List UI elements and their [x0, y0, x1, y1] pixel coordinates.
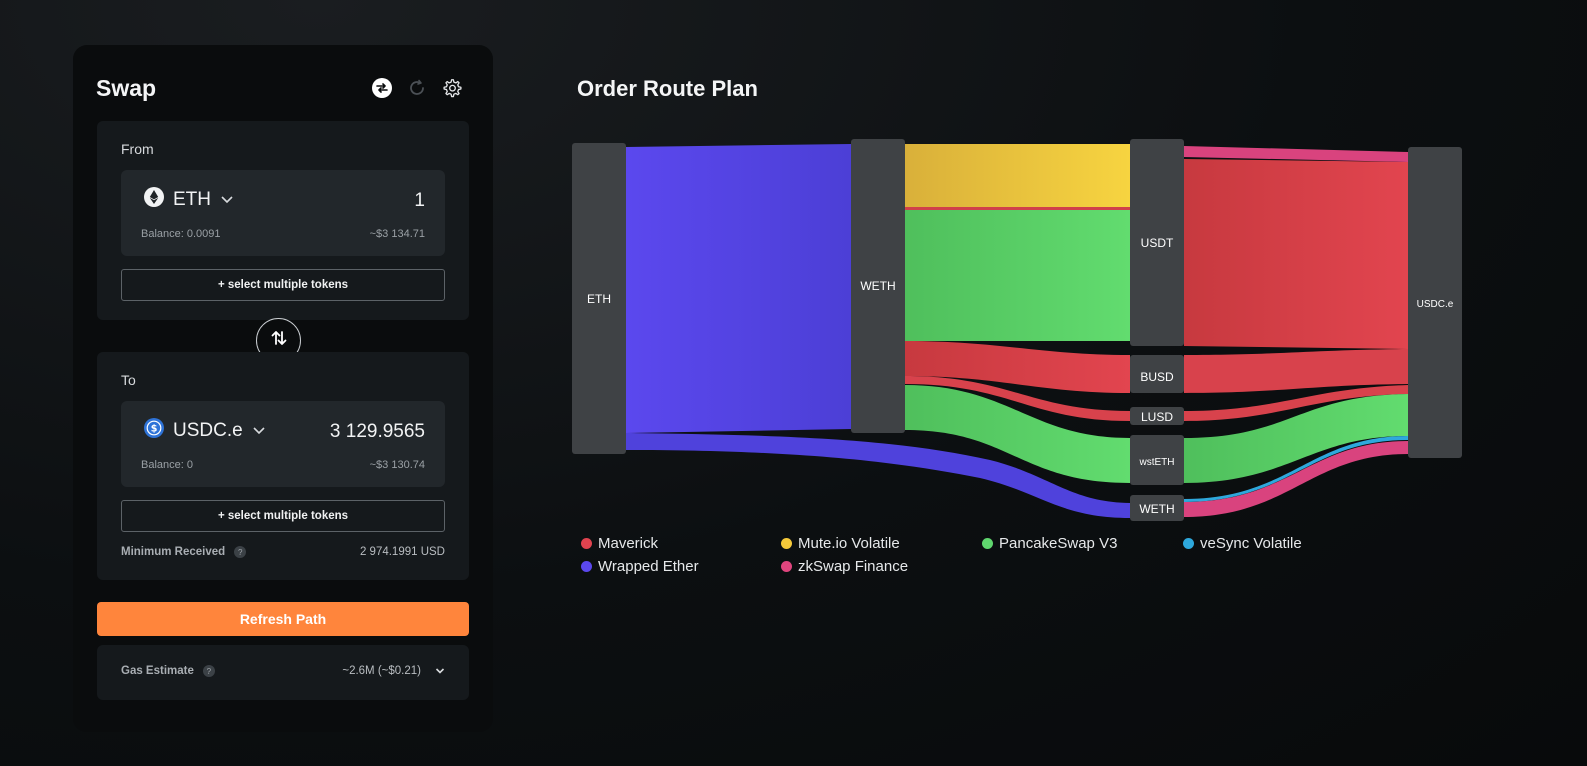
to-token-selector[interactable]: $ USDC.e [144, 418, 266, 443]
node-busd-label: BUSD [1140, 370, 1174, 384]
link-weth-usdt-maverick [905, 207, 1130, 210]
eth-token-icon [144, 187, 164, 212]
from-token-name: ETH [173, 188, 211, 210]
to-amount-value: 3 129.9565 [329, 421, 425, 442]
to-balance: Balance: 0 [141, 459, 193, 471]
gas-estimate-card[interactable]: Gas Estimate ? ~2.6M (~$0.21) [97, 645, 469, 700]
node-wsteth-label: wstETH [1139, 457, 1175, 468]
legend-dot [982, 538, 993, 549]
minimum-received-value: 2 974.1991 USD [359, 546, 445, 558]
link-weth-usdt-mute [905, 144, 1130, 207]
link-weth-wsteth [905, 385, 1130, 483]
node-weth [851, 139, 905, 433]
from-usd-value: ~$3 134.71 [369, 228, 425, 240]
node-usdt [1130, 139, 1184, 346]
node-usdce [1408, 147, 1462, 458]
from-select-multiple-button[interactable]: + select multiple tokens [121, 269, 445, 301]
swap-arrows-icon [269, 328, 289, 353]
node-lusd-label: LUSD [1141, 410, 1173, 424]
legend-label: Mute.io Volatile [798, 535, 900, 552]
from-token-box: ETH 1 Balance: 0.0091 ~$3 134.71 [121, 170, 445, 256]
node-busd [1130, 355, 1184, 393]
swap-panel: Swap From ETH 1 Balance: 0.0091 ~$3 134.… [73, 45, 493, 732]
refresh-icon[interactable] [406, 77, 428, 99]
node-weth-2 [1130, 495, 1184, 521]
route-sankey-diagram: ETH WETH USDT BUSD LUSD wstETH WETH USDC… [572, 139, 1462, 521]
node-eth [572, 143, 626, 454]
help-icon[interactable]: ? [234, 546, 247, 558]
from-balance: Balance: 0.0091 [141, 228, 221, 240]
chevron-down-icon [252, 422, 266, 440]
link-usdt-usdce-zkswap [1184, 146, 1408, 162]
legend-dot [581, 538, 592, 549]
to-card: To $ USDC.e 3 129.9565 Balance: 0 ~$3 13… [97, 352, 469, 580]
to-token-box: $ USDC.e 3 129.9565 Balance: 0 ~$3 130.7… [121, 401, 445, 487]
link-usdt-usdce [1184, 159, 1408, 349]
node-eth-label: ETH [587, 292, 611, 306]
node-weth-label: WETH [860, 279, 895, 293]
gear-icon[interactable] [441, 77, 463, 99]
link-lusd-usdce [1184, 385, 1408, 421]
legend-item: zkSwap Finance [781, 558, 908, 575]
to-select-multiple-button[interactable]: + select multiple tokens [121, 500, 445, 532]
legend-label: veSync Volatile [1200, 535, 1302, 552]
legend-item: Mute.io Volatile [781, 535, 900, 552]
refresh-path-button[interactable]: Refresh Path [97, 602, 469, 636]
from-card: From ETH 1 Balance: 0.0091 ~$3 134.71 + … [97, 121, 469, 320]
legend-item: Maverick [581, 535, 658, 552]
link-wsteth-usdce [1184, 394, 1408, 483]
legend-item: veSync Volatile [1183, 535, 1302, 552]
legend-dot [581, 561, 592, 572]
from-token-selector[interactable]: ETH [144, 187, 234, 212]
node-weth-2-label: WETH [1139, 502, 1174, 516]
from-label: From [121, 141, 154, 157]
link-eth-weth [626, 144, 851, 433]
chevron-down-icon[interactable] [435, 667, 445, 675]
swap-title: Swap [96, 75, 157, 101]
minimum-received-row: Minimum Received ? 2 974.1991 USD [121, 546, 445, 558]
usdc-token-icon: $ [144, 418, 164, 443]
to-token-name: USDC.e [173, 419, 243, 441]
legend-dot [781, 538, 792, 549]
link-weth-usdt-pancake [905, 210, 1130, 341]
link-weth2-usdce-zkswap [1184, 441, 1408, 517]
link-weth-lusd [905, 376, 1130, 421]
from-amount-input[interactable]: 1 [414, 190, 425, 211]
gas-estimate-label: Gas Estimate [121, 665, 194, 677]
route-icon[interactable] [371, 77, 393, 99]
node-usdce-label: USDC.e [1417, 299, 1454, 310]
legend-dot [1183, 538, 1194, 549]
legend-label: zkSwap Finance [798, 558, 909, 575]
to-label: To [121, 372, 136, 388]
chevron-down-icon [220, 191, 234, 209]
to-usd-value: ~$3 130.74 [369, 459, 425, 471]
minimum-received-label: Minimum Received [121, 546, 226, 558]
svg-text:$: $ [151, 423, 158, 434]
link-busd-usdce [1184, 349, 1408, 393]
help-icon[interactable]: ? [202, 665, 215, 677]
link-weth-busd [905, 341, 1130, 393]
legend-label: Maverick [598, 535, 659, 552]
route-plan-title: Order Route Plan [577, 76, 758, 101]
node-usdt-label: USDT [1141, 236, 1174, 250]
link-eth-weth-bottom [626, 433, 1130, 518]
node-lusd [1130, 407, 1184, 425]
node-wsteth [1130, 435, 1184, 485]
legend-dot [781, 561, 792, 572]
gas-estimate-value: ~2.6M (~$0.21) [342, 665, 421, 677]
legend-item: PancakeSwap V3 [982, 535, 1117, 552]
legend-label: Wrapped Ether [598, 558, 699, 575]
legend-label: PancakeSwap V3 [999, 535, 1118, 552]
legend-item: Wrapped Ether [581, 558, 699, 575]
gas-estimate-row: Gas Estimate ? ~2.6M (~$0.21) [121, 665, 445, 677]
